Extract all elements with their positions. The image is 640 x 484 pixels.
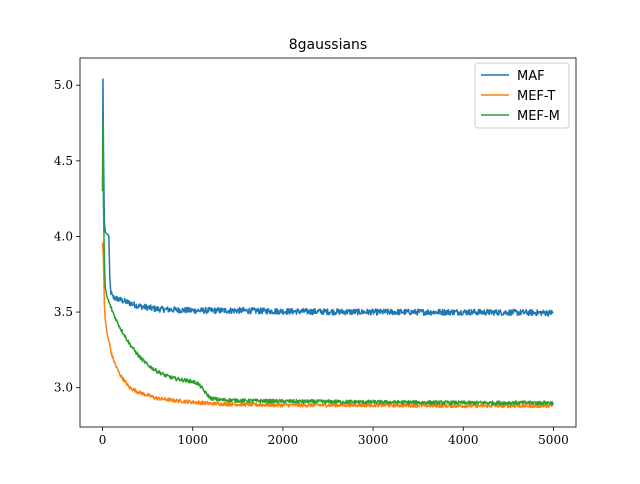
x-tick-label: 0 bbox=[99, 433, 107, 447]
y-tick-label: 4.5 bbox=[54, 154, 73, 168]
series-line-mef-t bbox=[101, 242, 554, 409]
legend-box bbox=[474, 62, 570, 129]
y-tick-label: 3.5 bbox=[54, 305, 73, 319]
x-tick-label: 2000 bbox=[268, 433, 299, 447]
y-tick-label: 3.0 bbox=[54, 381, 73, 395]
series-line-maf bbox=[101, 78, 554, 317]
x-tick-label: 3000 bbox=[358, 433, 389, 447]
chart-title: 8gaussians bbox=[289, 37, 367, 53]
y-tick-label: 5.0 bbox=[54, 78, 73, 92]
axes-layer: 0 1000 2000 3000 4000 5000 3.0 3.5 4.0 4.5 5.0 bbox=[54, 57, 577, 447]
x-tick-label: 4000 bbox=[448, 433, 479, 447]
legend-label: MEF-T bbox=[517, 89, 555, 104]
legend-label: MAF bbox=[517, 69, 545, 84]
legend: MAF MEF-T MEF-M bbox=[474, 62, 570, 129]
series-line-mef-m bbox=[101, 120, 555, 406]
series-layer bbox=[101, 78, 555, 409]
x-tick-label: 5000 bbox=[538, 433, 569, 447]
plot-frame bbox=[79, 57, 577, 428]
x-tick-label: 1000 bbox=[177, 433, 208, 447]
legend-label: MEF-M bbox=[517, 109, 560, 124]
y-tick-label: 4.0 bbox=[54, 229, 73, 243]
